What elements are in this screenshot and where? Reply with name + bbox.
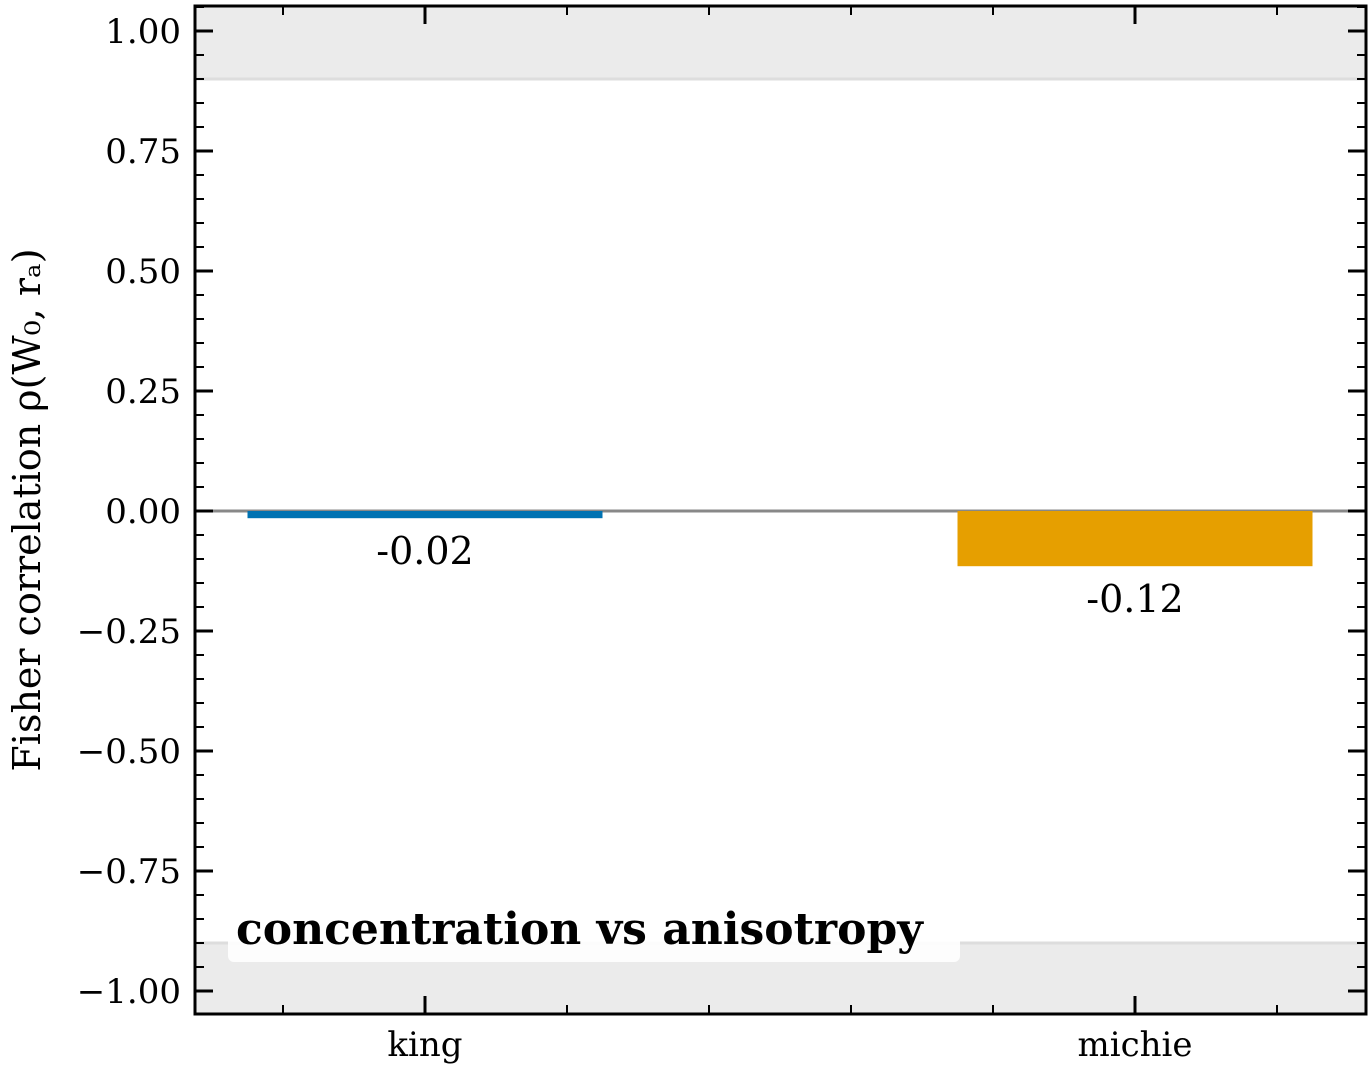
- y-tick-label: 0.00: [105, 492, 181, 532]
- y-tick-label: 1.00: [105, 12, 181, 52]
- y-tick-label: 0.75: [105, 132, 181, 172]
- y-tick-label: 0.50: [105, 252, 181, 292]
- x-ticks: king michie: [282, 6, 1278, 1065]
- y-tick-label: −0.25: [77, 612, 181, 652]
- bar: [247, 511, 603, 519]
- y-tick-label: −1.00: [77, 972, 181, 1012]
- x-tick-label: king: [387, 1025, 462, 1065]
- bar: [957, 511, 1313, 567]
- data-labels: -0.02 -0.12: [376, 529, 1183, 621]
- annotation-text: concentration vs anisotropy: [236, 904, 924, 955]
- y-tick-label: 0.25: [105, 372, 181, 412]
- bar-value-label: -0.02: [376, 529, 473, 573]
- shaded-band: [195, 7, 1366, 79]
- y-tick-label: −0.75: [77, 852, 181, 892]
- x-tick-label: michie: [1077, 1025, 1192, 1065]
- y-ticks: 1.00 0.75 0.50 0.25 0.00 −0.25 −0.50 −0.75 −1.00: [77, 6, 1366, 1012]
- bar-value-label: -0.12: [1086, 577, 1183, 621]
- y-axis-label: Fisher correlation ρ(W₀, rₐ): [5, 248, 49, 771]
- annotation-box: [228, 896, 960, 962]
- y-tick-label: −0.50: [77, 732, 181, 772]
- bars: [247, 511, 1313, 567]
